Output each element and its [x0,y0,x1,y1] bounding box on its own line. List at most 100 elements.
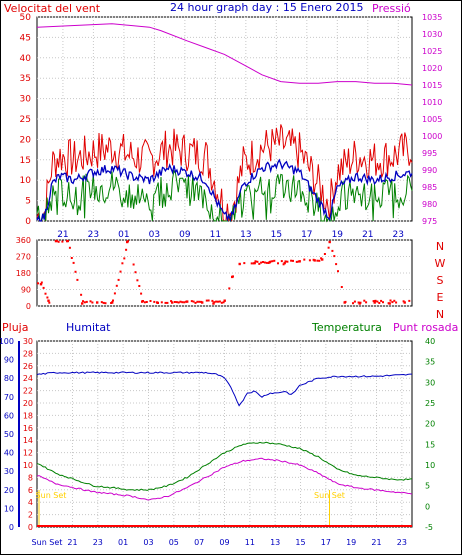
direction-point [55,239,58,242]
direction-point [111,301,114,304]
time-tick-label: 17 [321,538,331,547]
time-tick-label: 13 [240,230,251,240]
wind-speed-ticks: 0 5 10 15 20 25 30 35 40 45 50 [20,13,32,227]
time-tick-label: 21 [371,538,381,547]
wind-speed-tick-label: 5 [25,197,31,207]
chart-title: 24 hour graph day : 15 Enero 2015 [170,1,364,14]
direction-point [166,301,169,304]
time-tick-label: 21 [67,538,77,547]
direction-point [91,301,94,304]
time-tick-label: 19 [332,230,344,240]
direction-point [215,300,218,303]
pressure-tick-label: 1010 [422,98,442,107]
pressure-tick-label: 1035 [422,13,442,22]
direction-point [89,300,92,303]
direction-point [363,299,366,302]
direction-point [340,286,343,288]
humidity-tick-label: 70 [4,393,14,402]
temperature-tick-label: 10 [425,461,435,470]
direction-point [335,263,338,266]
humidity-tick-label: 30 [4,467,14,476]
direction-point [173,301,176,303]
direction-point [149,300,152,302]
direction-point [218,300,221,303]
direction-tick-label: 90 [21,286,31,295]
direction-point [82,300,84,303]
pressure-tick-label: 1005 [422,115,442,124]
pressure-line [36,23,413,86]
pressure-tick-label: 1000 [422,132,442,141]
direction-point [37,282,39,285]
direction-point [373,301,376,304]
wind-direction-series [37,239,411,305]
pressure-tick-label: 995 [422,149,437,158]
direction-point [277,262,279,265]
direction-point [380,299,383,302]
direction-point [222,301,225,304]
time-tick-label: 23 [397,538,407,547]
direction-point [96,301,99,304]
direction-point [313,259,316,262]
direction-point [378,302,381,304]
humidity-tick-label: 60 [4,411,14,420]
direction-point [344,300,347,303]
direction-point [328,240,331,244]
direction-point [113,292,116,295]
time-tick-label: 01 [118,538,128,547]
direction-point [194,301,197,304]
direction-point [271,260,274,263]
direction-point [127,240,129,243]
dewpoint-axis-title: Punt rosada [393,321,458,334]
temperature-axis-title: Temperatura [311,321,382,334]
wind-speed-tick-label: 50 [20,13,32,23]
humidity-tick-label: 100 [0,337,14,346]
direction-point [223,299,226,302]
pressure-tick-label: 1015 [422,81,442,90]
wind-speed-tick-label: 0 [25,217,31,227]
humidity-tick-label: 10 [4,504,14,513]
direction-point [353,300,356,303]
humidity-tick-label: 20 [4,486,14,495]
direction-point [365,301,368,304]
direction-point [119,270,122,273]
direction-point [190,300,193,303]
direction-point [327,246,330,249]
direction-point [143,301,146,304]
direction-point [164,301,167,304]
direction-point [81,302,84,305]
direction-point [232,275,234,278]
direction-point [213,301,216,304]
temperature-tick-label: 25 [425,399,435,408]
humidity-tick-label: 50 [4,430,14,439]
direction-point [183,301,186,304]
humidity-tick-label: 0 [9,523,14,532]
time-tick-label: 03 [143,538,153,547]
rain-tick-label: 30 [23,337,33,346]
time-tick-label: 11 [245,538,255,547]
direction-point [312,258,315,261]
pressure-tick-label: 990 [422,166,437,175]
direction-point [211,299,214,302]
direction-point [117,278,120,281]
humidity-tick-label: 90 [4,356,14,365]
direction-point [46,296,49,299]
rain-tick-label: 12 [23,449,33,458]
rain-tick-label: 8 [28,473,33,482]
temperature-tick-label: 15 [425,440,435,449]
direction-point [207,299,210,302]
direction-point [262,261,264,263]
temperature-tick-label: 0 [425,502,430,511]
wind-speed-tick-label: 45 [20,33,31,43]
time-tick-label: 23 [393,230,404,240]
humidity-ticks: 0 10 20 30 40 50 60 70 80 90 100 [0,337,14,532]
direction-tick-label: 180 [16,269,31,278]
direction-point [303,258,306,261]
time-tick-label: 03 [149,230,160,240]
direction-point [395,301,398,304]
time-tick-label: 19 [346,538,356,547]
sunset-label: Sun Set [36,491,67,500]
pressure-tick-label: 975 [422,217,437,226]
wind-speed-tick-label: 25 [20,115,31,125]
direction-point [83,301,86,304]
direction-point [292,259,294,262]
